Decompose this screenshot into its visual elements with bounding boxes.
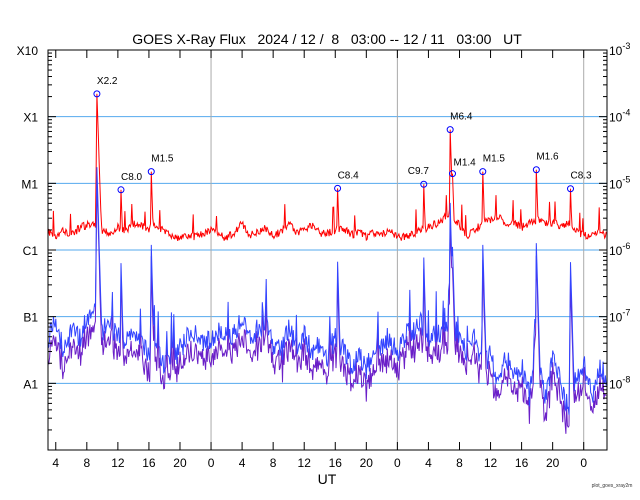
series-short-line xyxy=(47,167,607,416)
flare-marker xyxy=(448,170,456,178)
y-label-left: X10 xyxy=(17,44,39,58)
flare-markers: X2.2 C8.0 M1.5 C8.4 C9.7 M6.4 M1.4 M1.5 M1.6 C8.3 xyxy=(93,76,593,194)
y-label-left: M1 xyxy=(21,177,38,191)
y-label-left: B1 xyxy=(23,311,38,325)
x-tick-label: 8 xyxy=(270,456,277,470)
flare-marker xyxy=(532,166,540,174)
flare-label: C9.7 xyxy=(408,166,430,177)
flare-label: C8.3 xyxy=(571,171,593,182)
flare-label: C8.0 xyxy=(121,172,143,183)
y-label-right: 10-3 xyxy=(609,41,630,58)
flare-marker xyxy=(567,185,575,193)
flare-marker xyxy=(479,168,487,176)
y-label-right: 10-7 xyxy=(609,308,630,325)
flare-label: M1.6 xyxy=(536,152,559,163)
x-tick-label: 8 xyxy=(456,456,463,470)
x-tick-label: 4 xyxy=(52,456,59,470)
x-tick-label: 0 xyxy=(394,456,401,470)
x-tick-label: 8 xyxy=(83,456,90,470)
x-tick-label: 16 xyxy=(142,456,156,470)
y-label-right: 10-5 xyxy=(609,174,630,191)
x-tick-label: 12 xyxy=(298,456,312,470)
x-tick-label: 16 xyxy=(329,456,343,470)
flare-marker xyxy=(147,168,155,176)
flare-label: M1.5 xyxy=(151,154,174,165)
x-tick-label: 20 xyxy=(546,456,560,470)
x-tick-label: 4 xyxy=(425,456,432,470)
y-label-left: A1 xyxy=(23,377,38,391)
flare-label: M1.5 xyxy=(483,154,506,165)
y-label-right: 10-6 xyxy=(609,241,630,258)
x-tick-label: 20 xyxy=(173,456,187,470)
y-label-left: C1 xyxy=(23,244,39,258)
x-tick-label: 0 xyxy=(580,456,587,470)
y-label-left: X1 xyxy=(23,111,38,125)
flare-marker xyxy=(93,90,101,98)
footer-label: plot_goes_xray2m xyxy=(592,483,633,489)
series-long-line xyxy=(47,93,607,242)
series-short-secondary-line xyxy=(47,180,607,434)
flare-label: M1.4 xyxy=(453,158,476,169)
x-tick-label: 20 xyxy=(360,456,374,470)
y-label-right: 10-8 xyxy=(609,374,630,391)
flare-marker xyxy=(420,180,428,188)
x-tick-label: 0 xyxy=(208,456,215,470)
x-tick-label: 12 xyxy=(111,456,125,470)
flare-marker xyxy=(446,126,454,134)
y-label-right: 10-4 xyxy=(609,108,630,125)
chart-title: GOES X-Ray Flux 2024 / 12 / 8 03:00 -- 1… xyxy=(132,31,522,47)
flare-label: C8.4 xyxy=(338,170,360,181)
x-axis-label: UT xyxy=(318,471,337,487)
x-tick-label: 12 xyxy=(484,456,498,470)
x-tick-label: 16 xyxy=(515,456,529,470)
flare-label: X2.2 xyxy=(97,76,118,87)
series-lines xyxy=(47,93,607,434)
x-tick-label: 4 xyxy=(239,456,246,470)
flare-marker xyxy=(117,186,125,194)
grid xyxy=(48,50,607,450)
flare-label: M6.4 xyxy=(450,112,473,123)
axes: 4 8 12 16 20 0 4 8 12 16 20 0 4 8 12 16 20 0 X10 X1 M1 C1 B1 A1… xyxy=(17,41,631,470)
flare-marker xyxy=(334,184,342,192)
